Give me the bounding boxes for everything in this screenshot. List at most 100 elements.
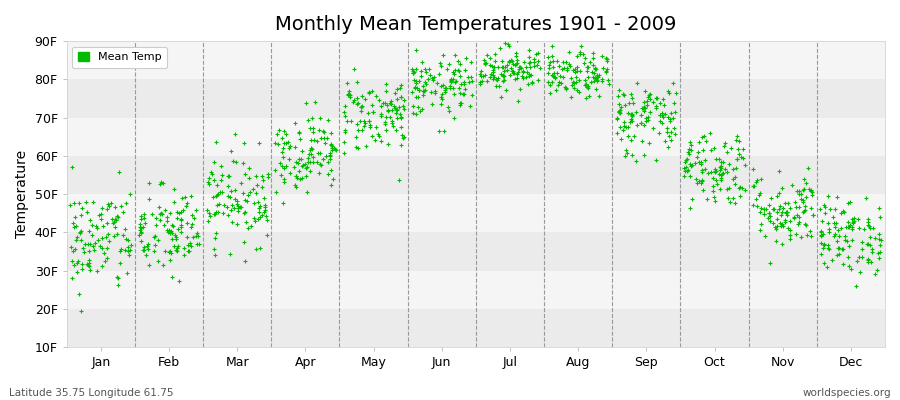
Point [638,115,652,122]
Point [410,78,424,84]
Point [655,112,670,118]
Point [349,134,364,140]
Point [482,74,497,80]
Point [415,59,429,65]
Bar [67,118,885,156]
Point [288,120,302,126]
Point [814,232,829,239]
Point [543,81,557,88]
Point [854,253,868,260]
Point [555,66,570,72]
Point [683,139,698,146]
Point [306,159,320,166]
Point [580,84,594,90]
Point [852,268,867,275]
Point [464,59,478,66]
Point [779,209,794,215]
Point [310,138,325,144]
Point [759,206,773,212]
Point [279,131,293,138]
Point [706,183,720,189]
Point [94,235,109,241]
Point [283,170,297,176]
Point [163,230,177,236]
Point [566,79,580,86]
Point [290,175,304,181]
Point [695,166,709,173]
Point [501,58,516,64]
Point [229,158,243,165]
Point [236,190,250,196]
Point [268,167,283,173]
Point [529,50,544,57]
Point [851,216,866,222]
Point [573,68,588,74]
Point [572,77,587,83]
Point [211,182,225,188]
Point [526,63,541,69]
Point [180,220,194,226]
Point [344,118,358,124]
Point [560,64,574,71]
Point [226,158,240,164]
Point [77,249,92,255]
Point [132,232,147,238]
Point [521,73,535,79]
Point [350,79,365,85]
Point [465,77,480,84]
Point [716,142,731,149]
Point [324,142,338,148]
Point [827,233,842,240]
Point [337,109,351,115]
Point [860,257,875,263]
Point [544,52,559,59]
Point [860,219,875,225]
Point [543,90,557,96]
Point [177,194,192,200]
Point [814,240,829,246]
Point [246,186,260,192]
Point [378,100,392,106]
Point [170,209,184,216]
Point [488,51,502,58]
Point [571,53,585,59]
Point [599,69,614,75]
Point [752,192,766,198]
Point [833,225,848,231]
Point [379,127,393,133]
Point [509,75,524,82]
Point [340,80,355,86]
Point [369,124,383,130]
Point [617,119,632,126]
Point [578,55,592,61]
Point [341,92,356,98]
Point [148,222,163,228]
Point [365,108,380,115]
Point [252,205,266,212]
Point [378,120,392,127]
Point [522,60,536,66]
Point [769,226,783,232]
Point [240,198,255,204]
Point [323,150,338,156]
Point [714,158,728,165]
Point [600,58,615,64]
Point [153,210,167,217]
Point [504,57,518,63]
Point [224,207,238,214]
Point [277,128,292,134]
Point [252,209,266,216]
Point [779,209,794,216]
Point [550,58,564,64]
Point [512,64,526,70]
Point [303,168,318,174]
Point [452,68,466,74]
Point [478,60,492,66]
Point [64,244,78,250]
Point [842,219,856,225]
Point [407,68,421,75]
Point [108,204,122,210]
Point [775,221,789,227]
Point [371,131,385,137]
Point [817,241,832,247]
